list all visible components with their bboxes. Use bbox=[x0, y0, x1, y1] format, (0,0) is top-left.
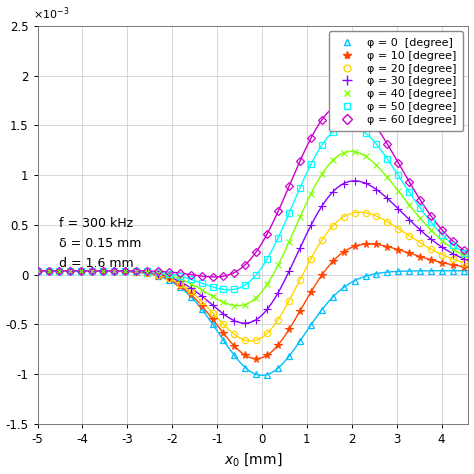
X-axis label: $x_0$ [mm]: $x_0$ [mm] bbox=[224, 452, 282, 468]
Text: f = 300 kHz
δ = 0.15 mm
d = 1.6 mm: f = 300 kHz δ = 0.15 mm d = 1.6 mm bbox=[59, 217, 142, 270]
Text: $\times10^{-3}$: $\times10^{-3}$ bbox=[33, 5, 70, 22]
Legend: φ = 0  [degree], φ = 10 [degree], φ = 20 [degree], φ = 30 [degree], φ = 40 [degr: φ = 0 [degree], φ = 10 [degree], φ = 20 … bbox=[329, 31, 463, 131]
